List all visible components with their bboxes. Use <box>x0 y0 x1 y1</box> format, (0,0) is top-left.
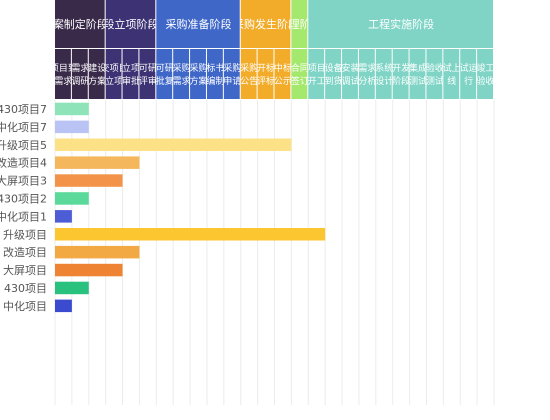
phase-header-cell <box>291 0 308 48</box>
task-header-cell <box>375 49 392 99</box>
task-label: 项目到需求 <box>50 62 77 87</box>
task-label: 中标公示 <box>274 62 292 87</box>
row-label: 升级项目 <box>3 228 47 241</box>
phase-header-cell <box>55 0 105 48</box>
task-label: 验收测试 <box>426 62 444 87</box>
task-header-cell <box>139 49 156 99</box>
task-header-cell <box>156 49 173 99</box>
task-label: 设备到货 <box>325 62 343 87</box>
phase-label: 工程实施阶段 <box>368 17 434 31</box>
task-label: 采购需求 <box>173 62 191 87</box>
task-label: 项目开工 <box>308 63 326 87</box>
row-label: 大屏项目 <box>3 263 47 277</box>
task-label: 采购申请 <box>223 62 241 87</box>
row-label: 430项目 <box>4 282 47 295</box>
task-header-cell <box>325 49 342 99</box>
gantt-bar <box>55 281 89 295</box>
task-header-cell <box>443 49 460 99</box>
task-header-cell <box>291 49 308 99</box>
task-label: 采购公告 <box>240 62 258 87</box>
task-label: 安装调试 <box>341 62 359 87</box>
gantt-bar <box>55 299 72 313</box>
task-header-cell <box>240 49 257 99</box>
task-label: 采购方案 <box>190 62 208 87</box>
row-label: 中化项目1 <box>0 209 47 223</box>
task-header-cell <box>274 49 291 99</box>
task-label: 需求调研 <box>71 62 89 87</box>
phase-label: 段立项阶段 <box>103 17 158 31</box>
task-header-cell <box>223 49 240 99</box>
task-label: 系统设计 <box>375 62 393 87</box>
gantt-bar <box>55 192 89 205</box>
task-header-cell <box>342 49 358 99</box>
gantt-bar <box>55 263 123 277</box>
task-label: 竣工验收 <box>477 62 495 87</box>
task-label: 需求分析 <box>358 62 376 87</box>
task-header-cell <box>392 49 409 99</box>
phase-label: 采购准备阶段 <box>166 17 232 31</box>
task-header-cell <box>88 49 105 99</box>
task-label: 交项目立项 <box>101 62 128 87</box>
task-header-cell <box>206 49 223 99</box>
task-header-cell <box>426 49 443 99</box>
phase-header-cell <box>240 0 291 48</box>
phase-header-cell <box>156 0 240 48</box>
task-header-cell <box>409 49 426 99</box>
gantt-bar <box>55 228 326 241</box>
task-header-cell <box>173 49 190 99</box>
phase-label: 案制定阶段 <box>53 17 108 31</box>
task-label: 合同签订 <box>291 62 309 87</box>
task-header-cell <box>477 49 493 99</box>
task-label: 可研评审 <box>139 63 157 87</box>
task-label: 试运行 <box>460 62 478 87</box>
task-header-cell <box>71 49 88 99</box>
row-label: 升级项目5 <box>0 139 47 152</box>
row-label: 大屏项目3 <box>0 174 47 188</box>
task-header-cell <box>358 49 375 99</box>
task-label: 集成测试 <box>409 62 427 87</box>
phase-header-cell <box>308 0 493 48</box>
gantt-bar <box>55 210 72 223</box>
task-label: 开发阶段 <box>392 62 410 87</box>
row-label: 中化项目 <box>3 299 47 313</box>
task-header-cell <box>122 49 139 99</box>
gantt-bar <box>55 138 292 151</box>
gantt-bar <box>55 120 89 134</box>
task-header-cell <box>460 49 477 99</box>
task-label: 开标评标 <box>257 62 275 87</box>
row-label: 改造项目 <box>3 245 47 259</box>
task-header-cell <box>308 49 325 99</box>
task-label: 试上线 <box>443 62 461 87</box>
task-header-cell <box>55 49 71 99</box>
task-header-cell <box>257 49 274 99</box>
task-label: 建设方案 <box>88 62 106 87</box>
task-label: 立项审批 <box>122 62 140 87</box>
gantt-bar <box>55 174 123 187</box>
row-label: 改造项目4 <box>0 156 47 170</box>
task-label: 可研批复 <box>156 63 174 87</box>
row-label: 430项目7 <box>0 103 47 116</box>
task-header-cell <box>190 49 206 99</box>
task-label: 标书编制 <box>206 62 224 87</box>
row-label: 430项目2 <box>0 192 47 205</box>
gantt-bar <box>55 102 89 116</box>
phase-header-cell <box>105 0 156 48</box>
row-label: 中化项目7 <box>0 120 47 134</box>
gantt-bar <box>55 245 140 259</box>
phase-label: 采购发生阶段 <box>233 17 299 31</box>
task-header-cell <box>105 49 122 99</box>
phase-label: 管理阶段 <box>278 17 322 31</box>
gantt-bar <box>55 156 140 169</box>
